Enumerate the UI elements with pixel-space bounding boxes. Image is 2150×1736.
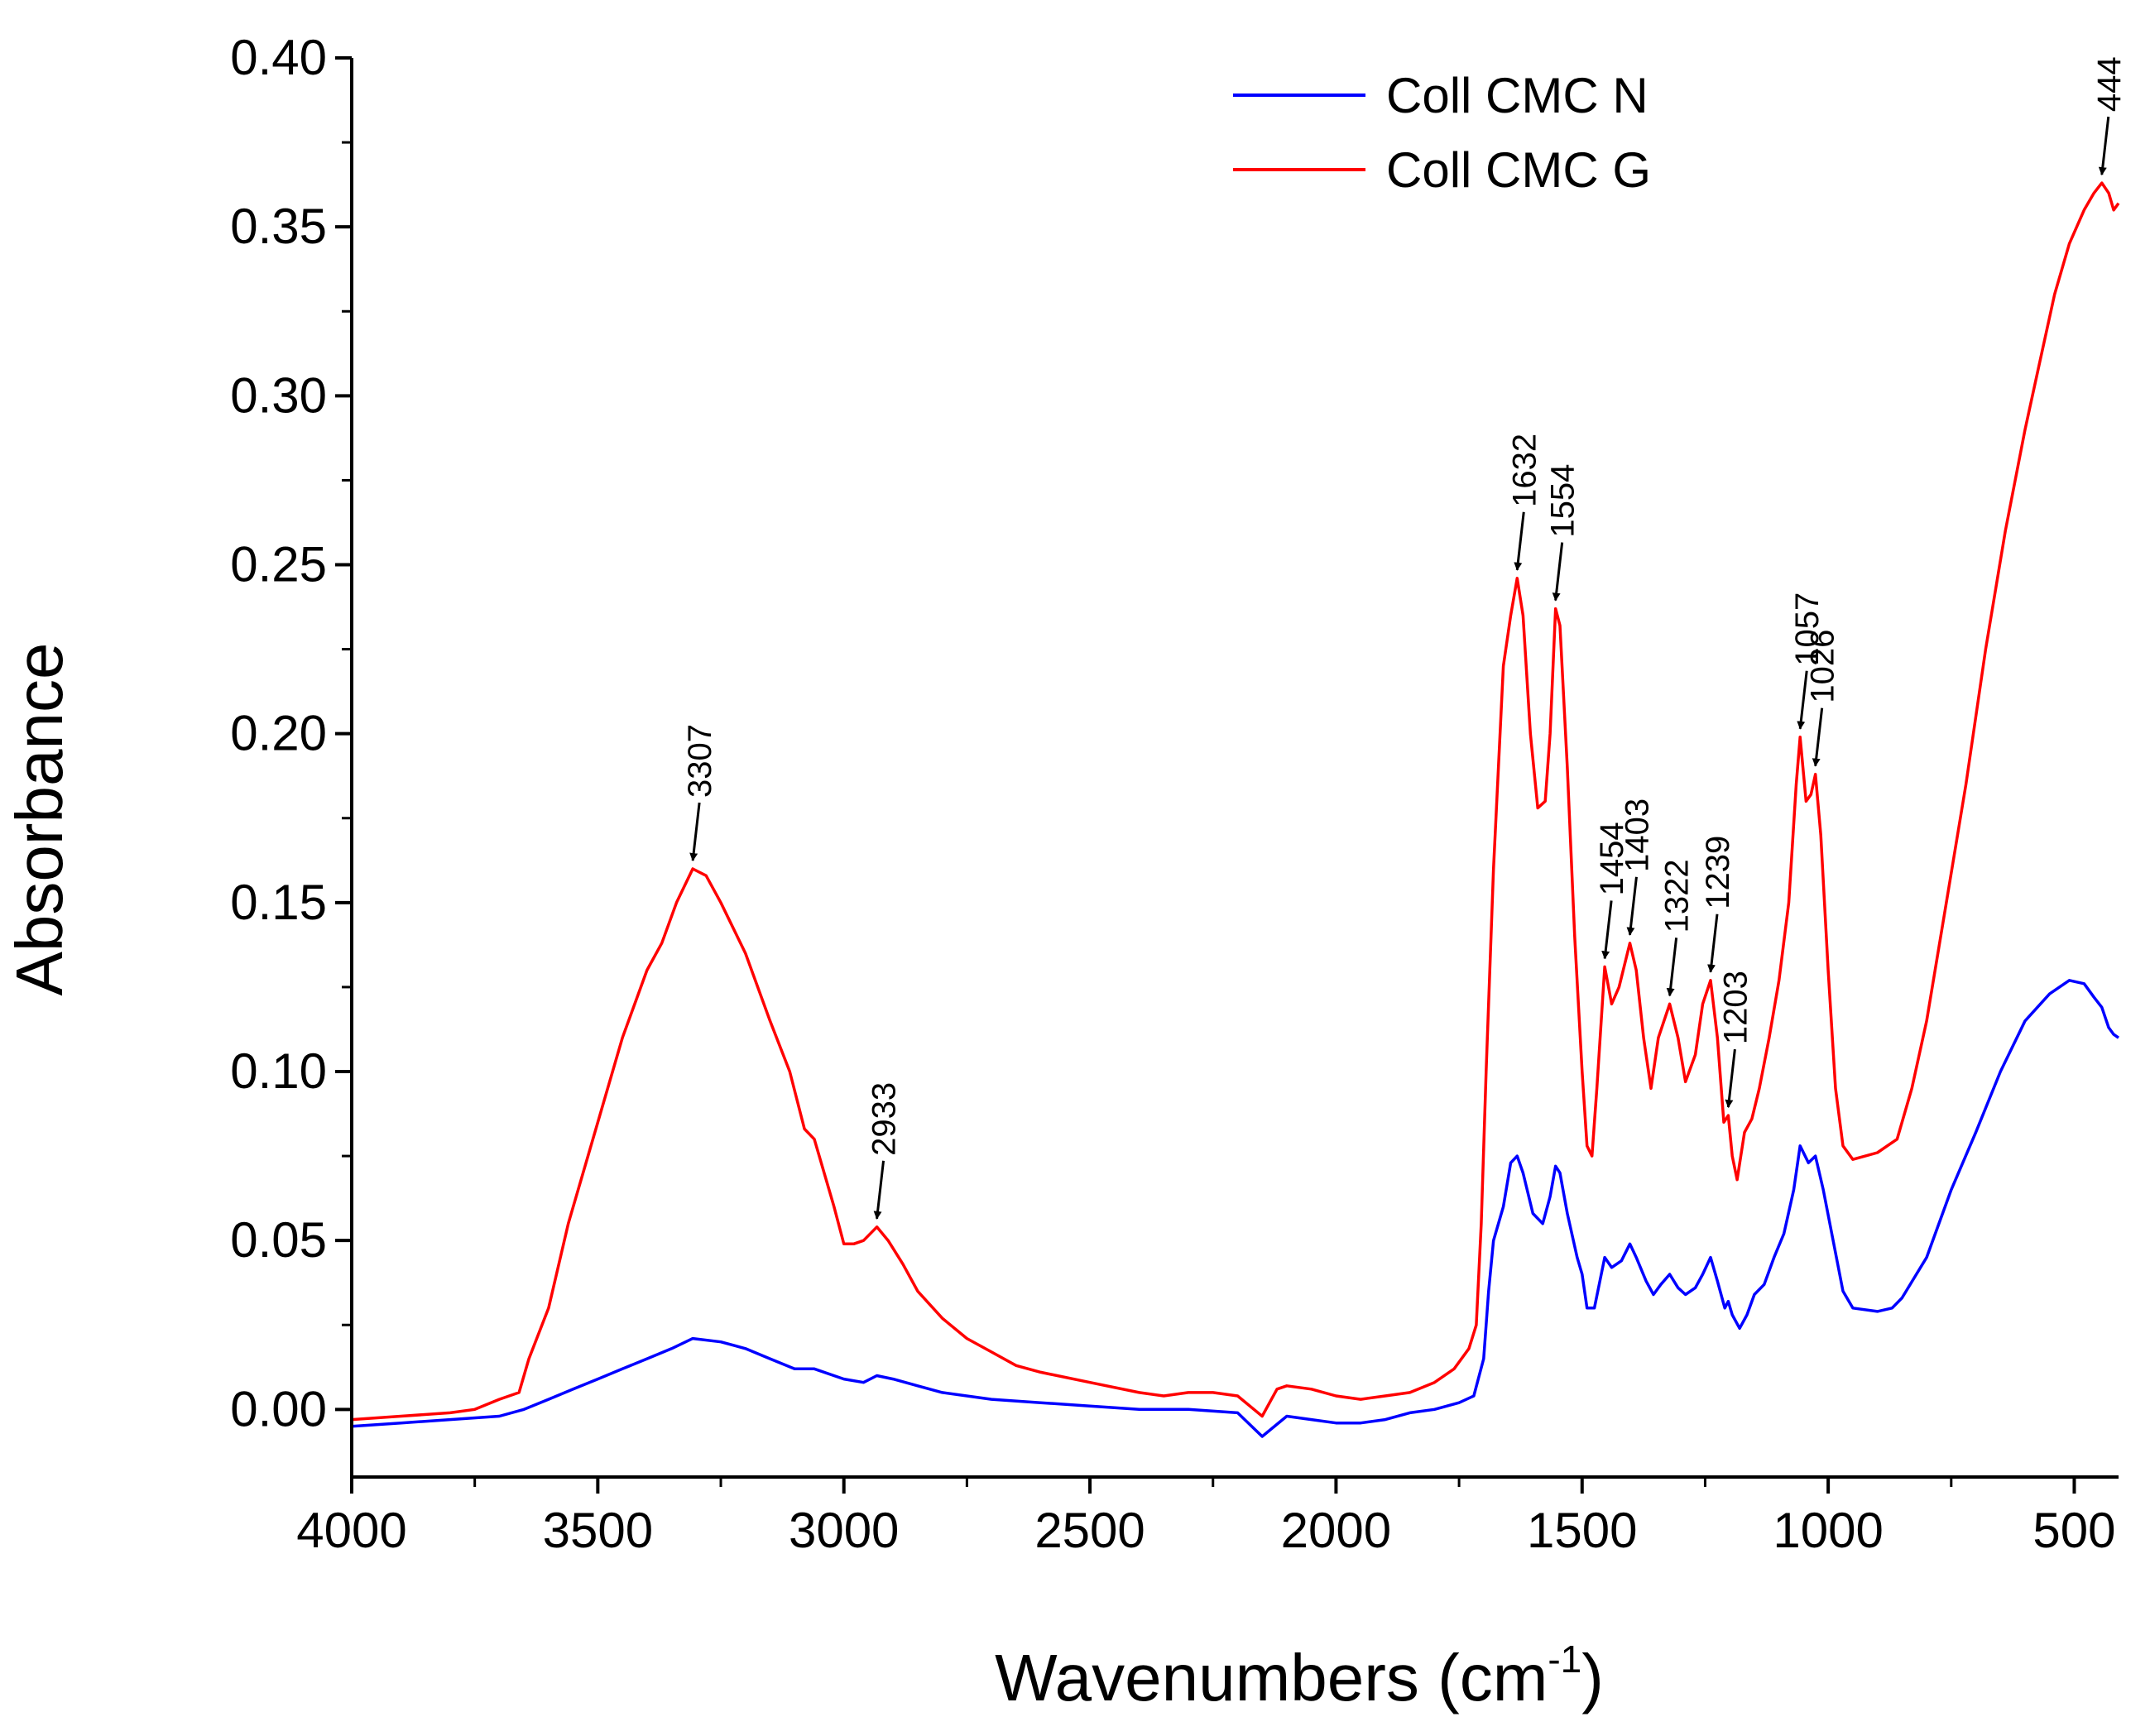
x-tick-label: 1500	[1527, 1503, 1637, 1558]
y-tick-label: 0.00	[230, 1381, 327, 1436]
y-tick-label: 0.40	[230, 30, 327, 85]
peak-label: 1554	[1545, 464, 1581, 538]
peak-arrow	[1666, 938, 1678, 997]
peak-annotation-1554: 1554	[1545, 464, 1581, 602]
x-axis-title-close: )	[1581, 1641, 1604, 1714]
peak-annotation-1322: 1322	[1659, 859, 1696, 997]
legend-label-coll-cmc-n: Coll CMC N	[1386, 68, 1648, 123]
peak-label: 1203	[1717, 971, 1754, 1044]
x-tick-label: 2000	[1281, 1503, 1391, 1558]
x-axis-title-main: Wavenumbers (cm	[995, 1641, 1548, 1714]
series-layer	[351, 181, 2120, 1438]
peak-annotation-1239: 1239	[1700, 836, 1736, 973]
x-axis-title: Wavenumbers (cm-1)	[995, 1638, 1604, 1714]
peak-arrow	[1514, 511, 1525, 571]
y-axis-title: Absorbance	[2, 643, 76, 996]
y-tick-label: 0.25	[230, 537, 327, 592]
x-tick-label: 3500	[543, 1503, 653, 1558]
y-tick-label: 0.30	[230, 367, 327, 423]
peak-annotation-444: 444	[2091, 56, 2128, 176]
peak-arrow	[1812, 707, 1824, 767]
peak-label: 1239	[1700, 836, 1736, 909]
x-tick-label: 4000	[296, 1503, 406, 1558]
x-tick-label: 1000	[1773, 1503, 1883, 1558]
peak-label: 1632	[1506, 434, 1543, 507]
x-tick-label: 500	[2032, 1503, 2115, 1558]
series-line-coll-cmc-n	[351, 979, 2119, 1438]
peak-annotation-1403: 1403	[1619, 798, 1655, 936]
peak-arrow	[873, 1160, 885, 1220]
x-tick-label: 3000	[789, 1503, 899, 1558]
y-tick-label: 0.20	[230, 706, 327, 761]
y-tick-label: 0.10	[230, 1043, 327, 1099]
peak-arrow	[689, 802, 701, 861]
peak-label: 1026	[1805, 630, 1841, 703]
y-tick-label: 0.15	[230, 875, 327, 930]
peak-label: 2933	[866, 1082, 903, 1156]
peak-annotation-1026: 1026	[1805, 630, 1841, 767]
x-tick-label: 2500	[1034, 1503, 1145, 1558]
peak-label: 1322	[1659, 859, 1696, 933]
peak-label: 444	[2091, 56, 2128, 112]
peak-arrow	[1707, 914, 1719, 973]
peak-label: 1454	[1594, 822, 1630, 895]
axes-layer	[350, 58, 2119, 1479]
peak-label: 1403	[1619, 798, 1655, 872]
peak-label: 1057	[1789, 592, 1826, 666]
peak-annotation-1203: 1203	[1717, 971, 1754, 1109]
legend: Coll CMC N Coll CMC G	[1233, 68, 1651, 198]
ticks-layer: 4000 3500 3000 2500 2000 1500 1000 500 0.00 0.05 0…	[230, 30, 2115, 1558]
legend-label-coll-cmc-g: Coll CMC G	[1386, 142, 1651, 198]
series-line-coll-cmc-g	[351, 181, 2120, 1422]
peak-annotation-2933: 2933	[866, 1082, 903, 1220]
peak-label: 3307	[682, 724, 718, 798]
peak-arrow	[1601, 900, 1613, 960]
peak-arrow	[1552, 542, 1564, 602]
x-axis-title-superscript: -1	[1548, 1638, 1581, 1681]
peak-annotation-3307: 3307	[682, 724, 718, 861]
y-tick-label: 0.05	[230, 1212, 327, 1268]
peak-annotation-1057: 1057	[1789, 592, 1826, 730]
peak-arrow	[1725, 1048, 1736, 1109]
peak-annotation-1454: 1454	[1594, 822, 1630, 960]
peak-arrow	[2098, 116, 2110, 176]
peak-annotation-1632: 1632	[1506, 434, 1543, 571]
peak-arrow	[1626, 876, 1638, 936]
peak-arrow	[1797, 670, 1808, 730]
y-tick-label: 0.35	[230, 199, 327, 254]
